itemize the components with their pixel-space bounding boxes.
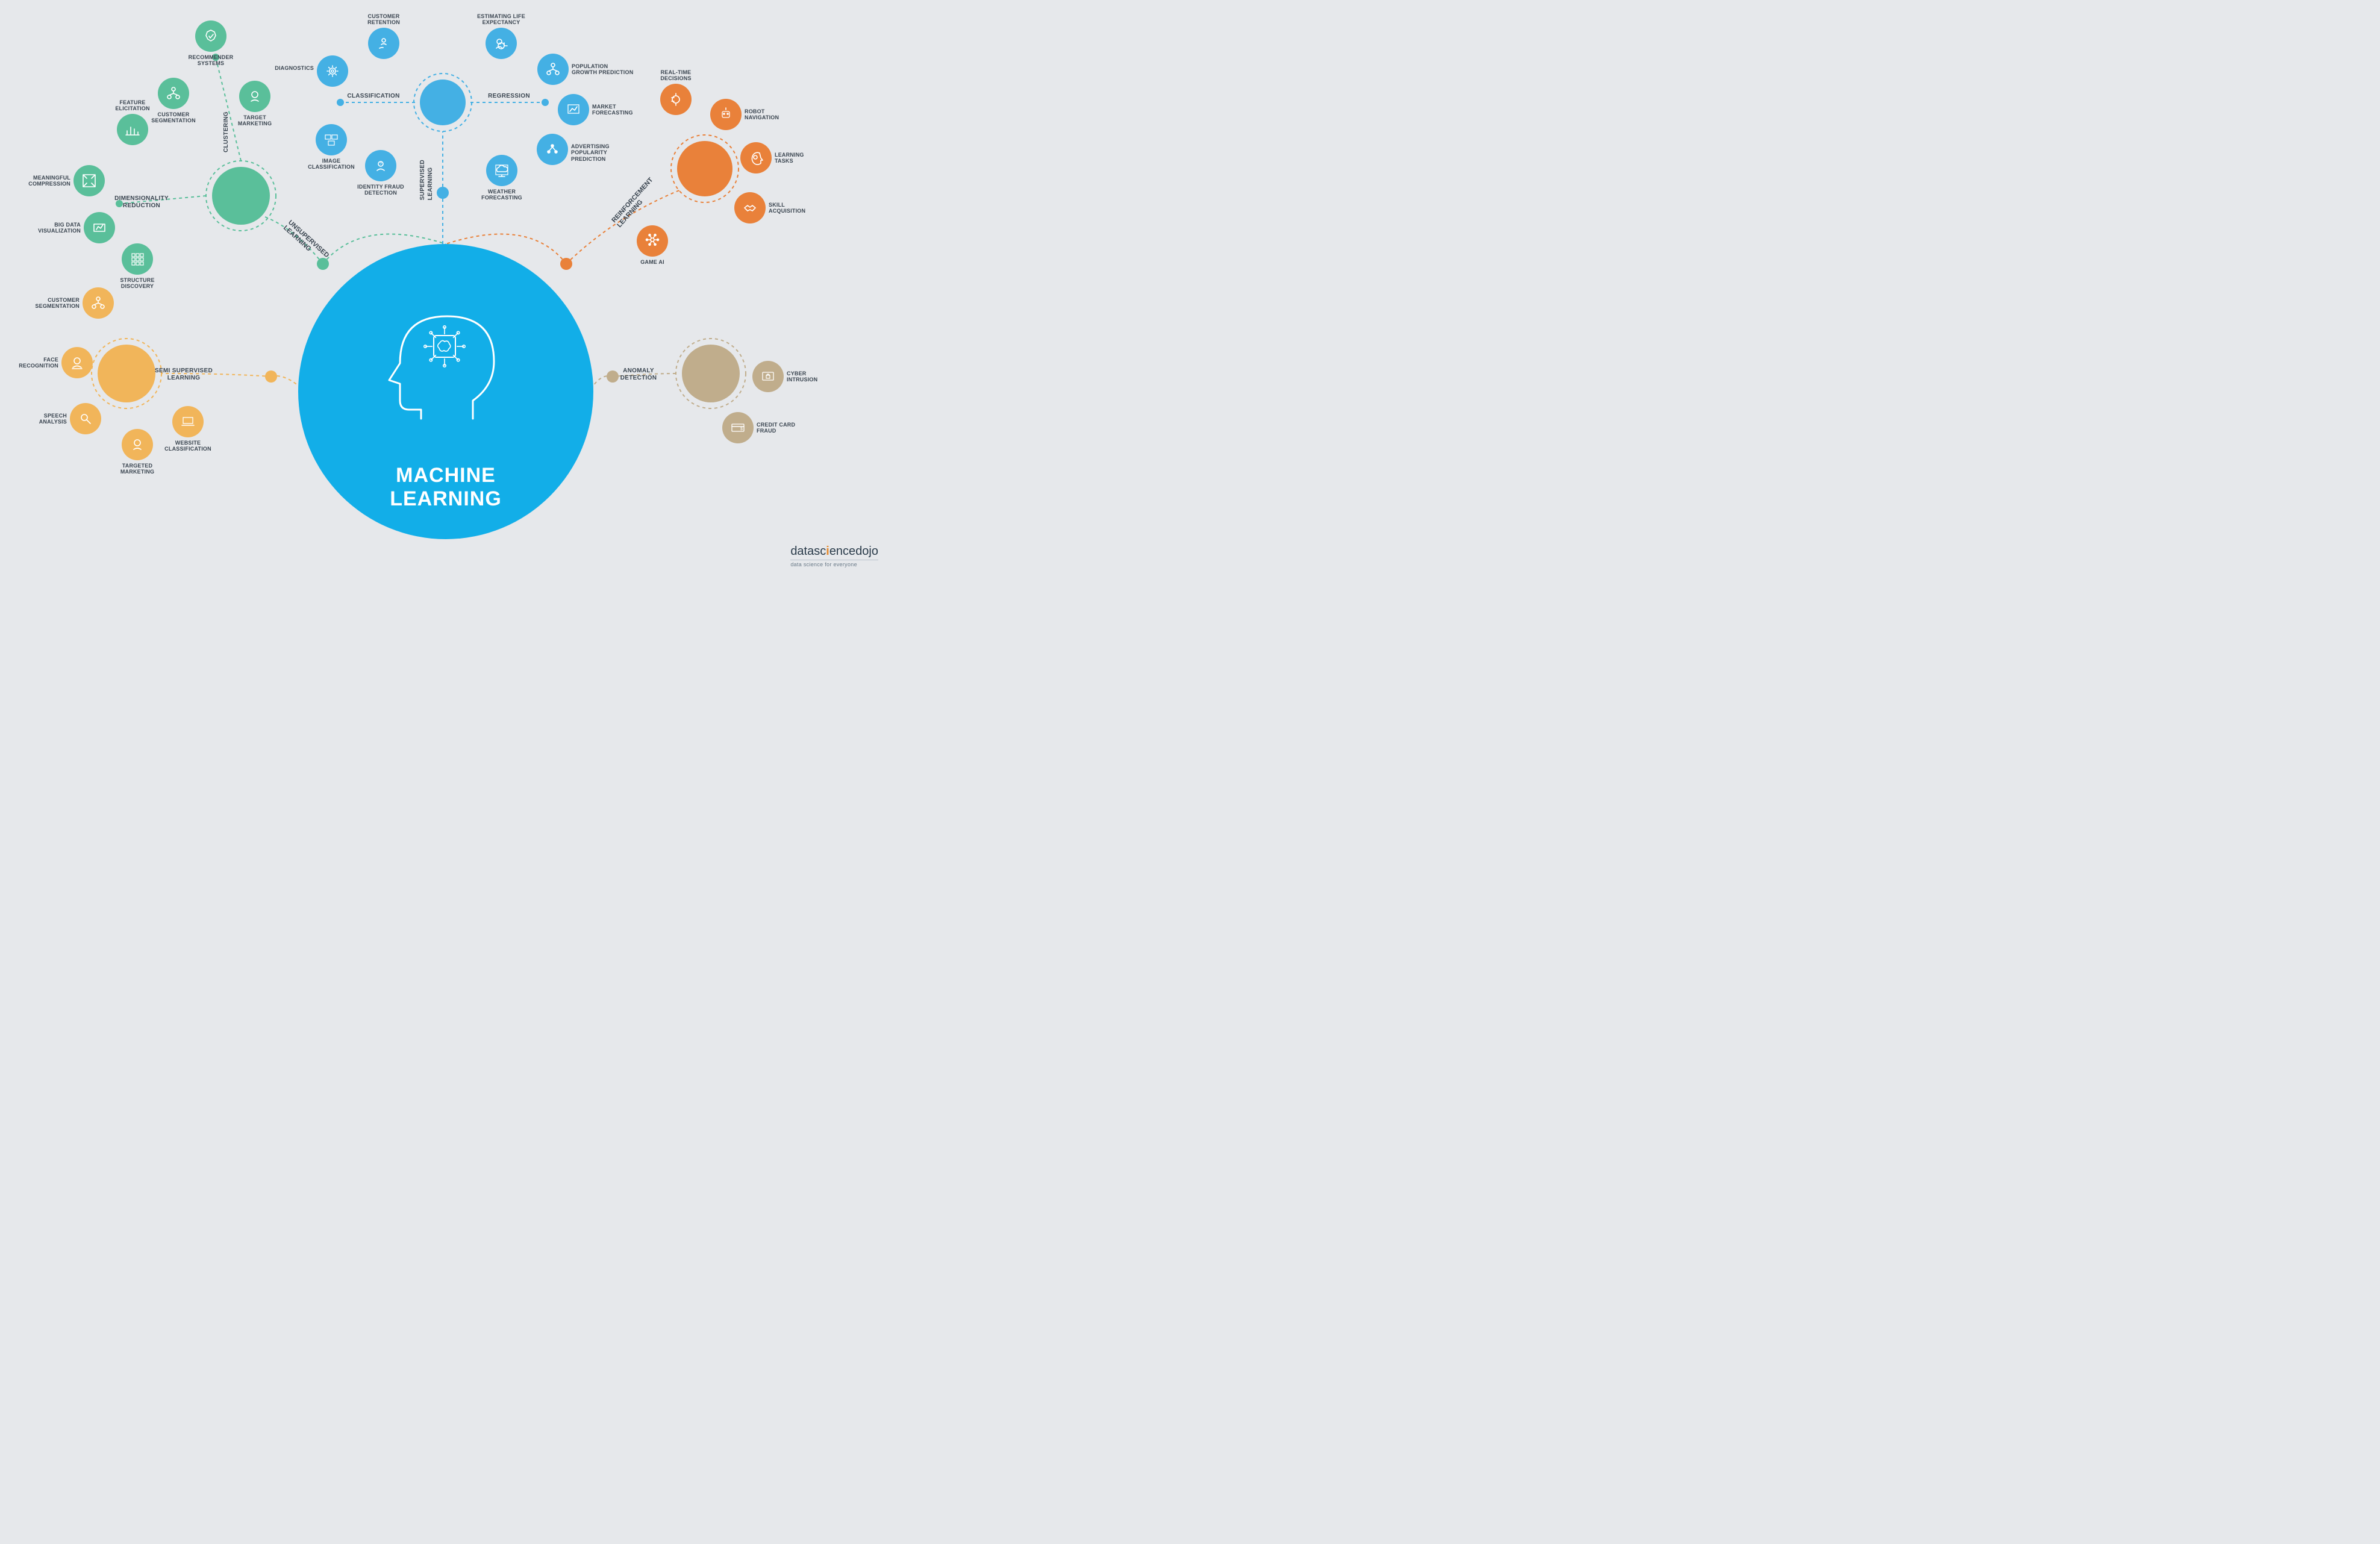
item-label-7: CUSTOMER RETENTION: [354, 13, 414, 26]
item-label-8: DIAGNOSTICS: [254, 65, 314, 71]
svg-text:$: $: [740, 427, 743, 431]
item-label-0: RECOMMENDER SYSTEMS: [181, 54, 241, 67]
item-label-22: FACE RECOGNITION: [0, 357, 58, 369]
item-label-27: CREDIT CARD FRAUD: [757, 422, 823, 434]
item-label-17: ROBOT NAVIGATION: [745, 108, 811, 121]
item-label-18: LEARNING TASKS: [775, 152, 841, 164]
svg-text:UNSUPERVISEDLEARNING: UNSUPERVISEDLEARNING: [282, 219, 330, 264]
brand-b: sc: [814, 545, 826, 558]
item-label-16: REAL-TIME DECISIONS: [646, 69, 706, 82]
item-label-20: GAME AI: [622, 259, 682, 265]
hub-label-sup: SUPERVISEDLEARNING: [419, 160, 434, 200]
item-label-25: WEBSITE CLASSIFICATION: [158, 440, 218, 452]
item-label-12: POPULATION GROWTH PREDICTION: [572, 63, 638, 76]
item-label-5: BIG DATA VISUALIZATION: [20, 222, 81, 234]
brand-d: dojo: [855, 545, 878, 558]
hub-label-semi: SEMI SUPERVISED LEARNING: [148, 367, 220, 381]
item-label-23: SPEECH ANALYSIS: [7, 413, 67, 425]
svg-text:REINFORCEMENTLEARNING: REINFORCEMENTLEARNING: [610, 176, 660, 229]
center-title: MACHINE LEARNING: [337, 464, 554, 511]
subhub-label-class: CLASSIFICATION: [334, 93, 413, 100]
subhub-label-regr: REGRESSION: [470, 93, 548, 100]
item-label-21: CUSTOMER SEGMENTATION: [19, 297, 80, 310]
item-label-24: TARGETED MARKETING: [107, 463, 167, 475]
subhub-label-dimred: DIMENSIONALITY REDUCTION: [102, 195, 181, 209]
svg-text:?: ?: [379, 162, 382, 166]
item-label-15: WEATHER FORECASTING: [472, 189, 532, 201]
item-label-9: IMAGE CLASSIFICATION: [301, 158, 361, 170]
item-label-1: TARGET MARKETING: [225, 114, 285, 127]
item-label-2: CUSTOMER SEGMENTATION: [143, 111, 204, 124]
item-label-13: MARKET FORECASTING: [592, 104, 658, 116]
item-label-14: ADVERTISING POPULARITY PREDICTION: [571, 143, 637, 162]
brand-a: data: [790, 545, 814, 558]
item-label-26: CYBER INTRUSION: [787, 370, 853, 383]
item-label-10: IDENTITY FRAUD DETECTION: [351, 184, 411, 196]
brand-tag: data science for everyone: [790, 560, 878, 567]
item-label-6: STRUCTURE DISCOVERY: [107, 277, 167, 290]
brand-logo: datasciencedojo data science for everyon…: [790, 545, 878, 567]
item-label-11: ESTIMATING LIFE EXPECTANCY: [471, 13, 531, 26]
item-label-3: FEATURE ELICITATION: [102, 99, 163, 112]
hub-label-anom: ANOMALY DETECTION: [602, 367, 675, 381]
brand-c: ence: [829, 545, 855, 558]
item-label-19: SKILL ACQUISITION: [769, 202, 835, 214]
item-label-4: MEANINGFUL COMPRESSION: [10, 175, 70, 187]
